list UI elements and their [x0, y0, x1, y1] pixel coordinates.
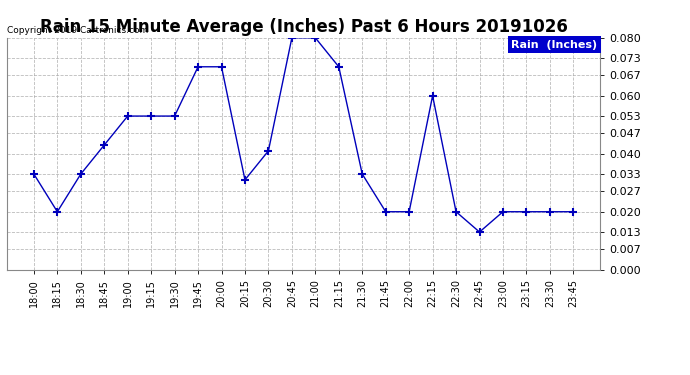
Text: Rain  (Inches): Rain (Inches)	[511, 40, 598, 50]
Title: Rain 15 Minute Average (Inches) Past 6 Hours 20191026: Rain 15 Minute Average (Inches) Past 6 H…	[39, 18, 568, 36]
Text: Copyright 2019 Cartronics.com: Copyright 2019 Cartronics.com	[7, 26, 148, 35]
